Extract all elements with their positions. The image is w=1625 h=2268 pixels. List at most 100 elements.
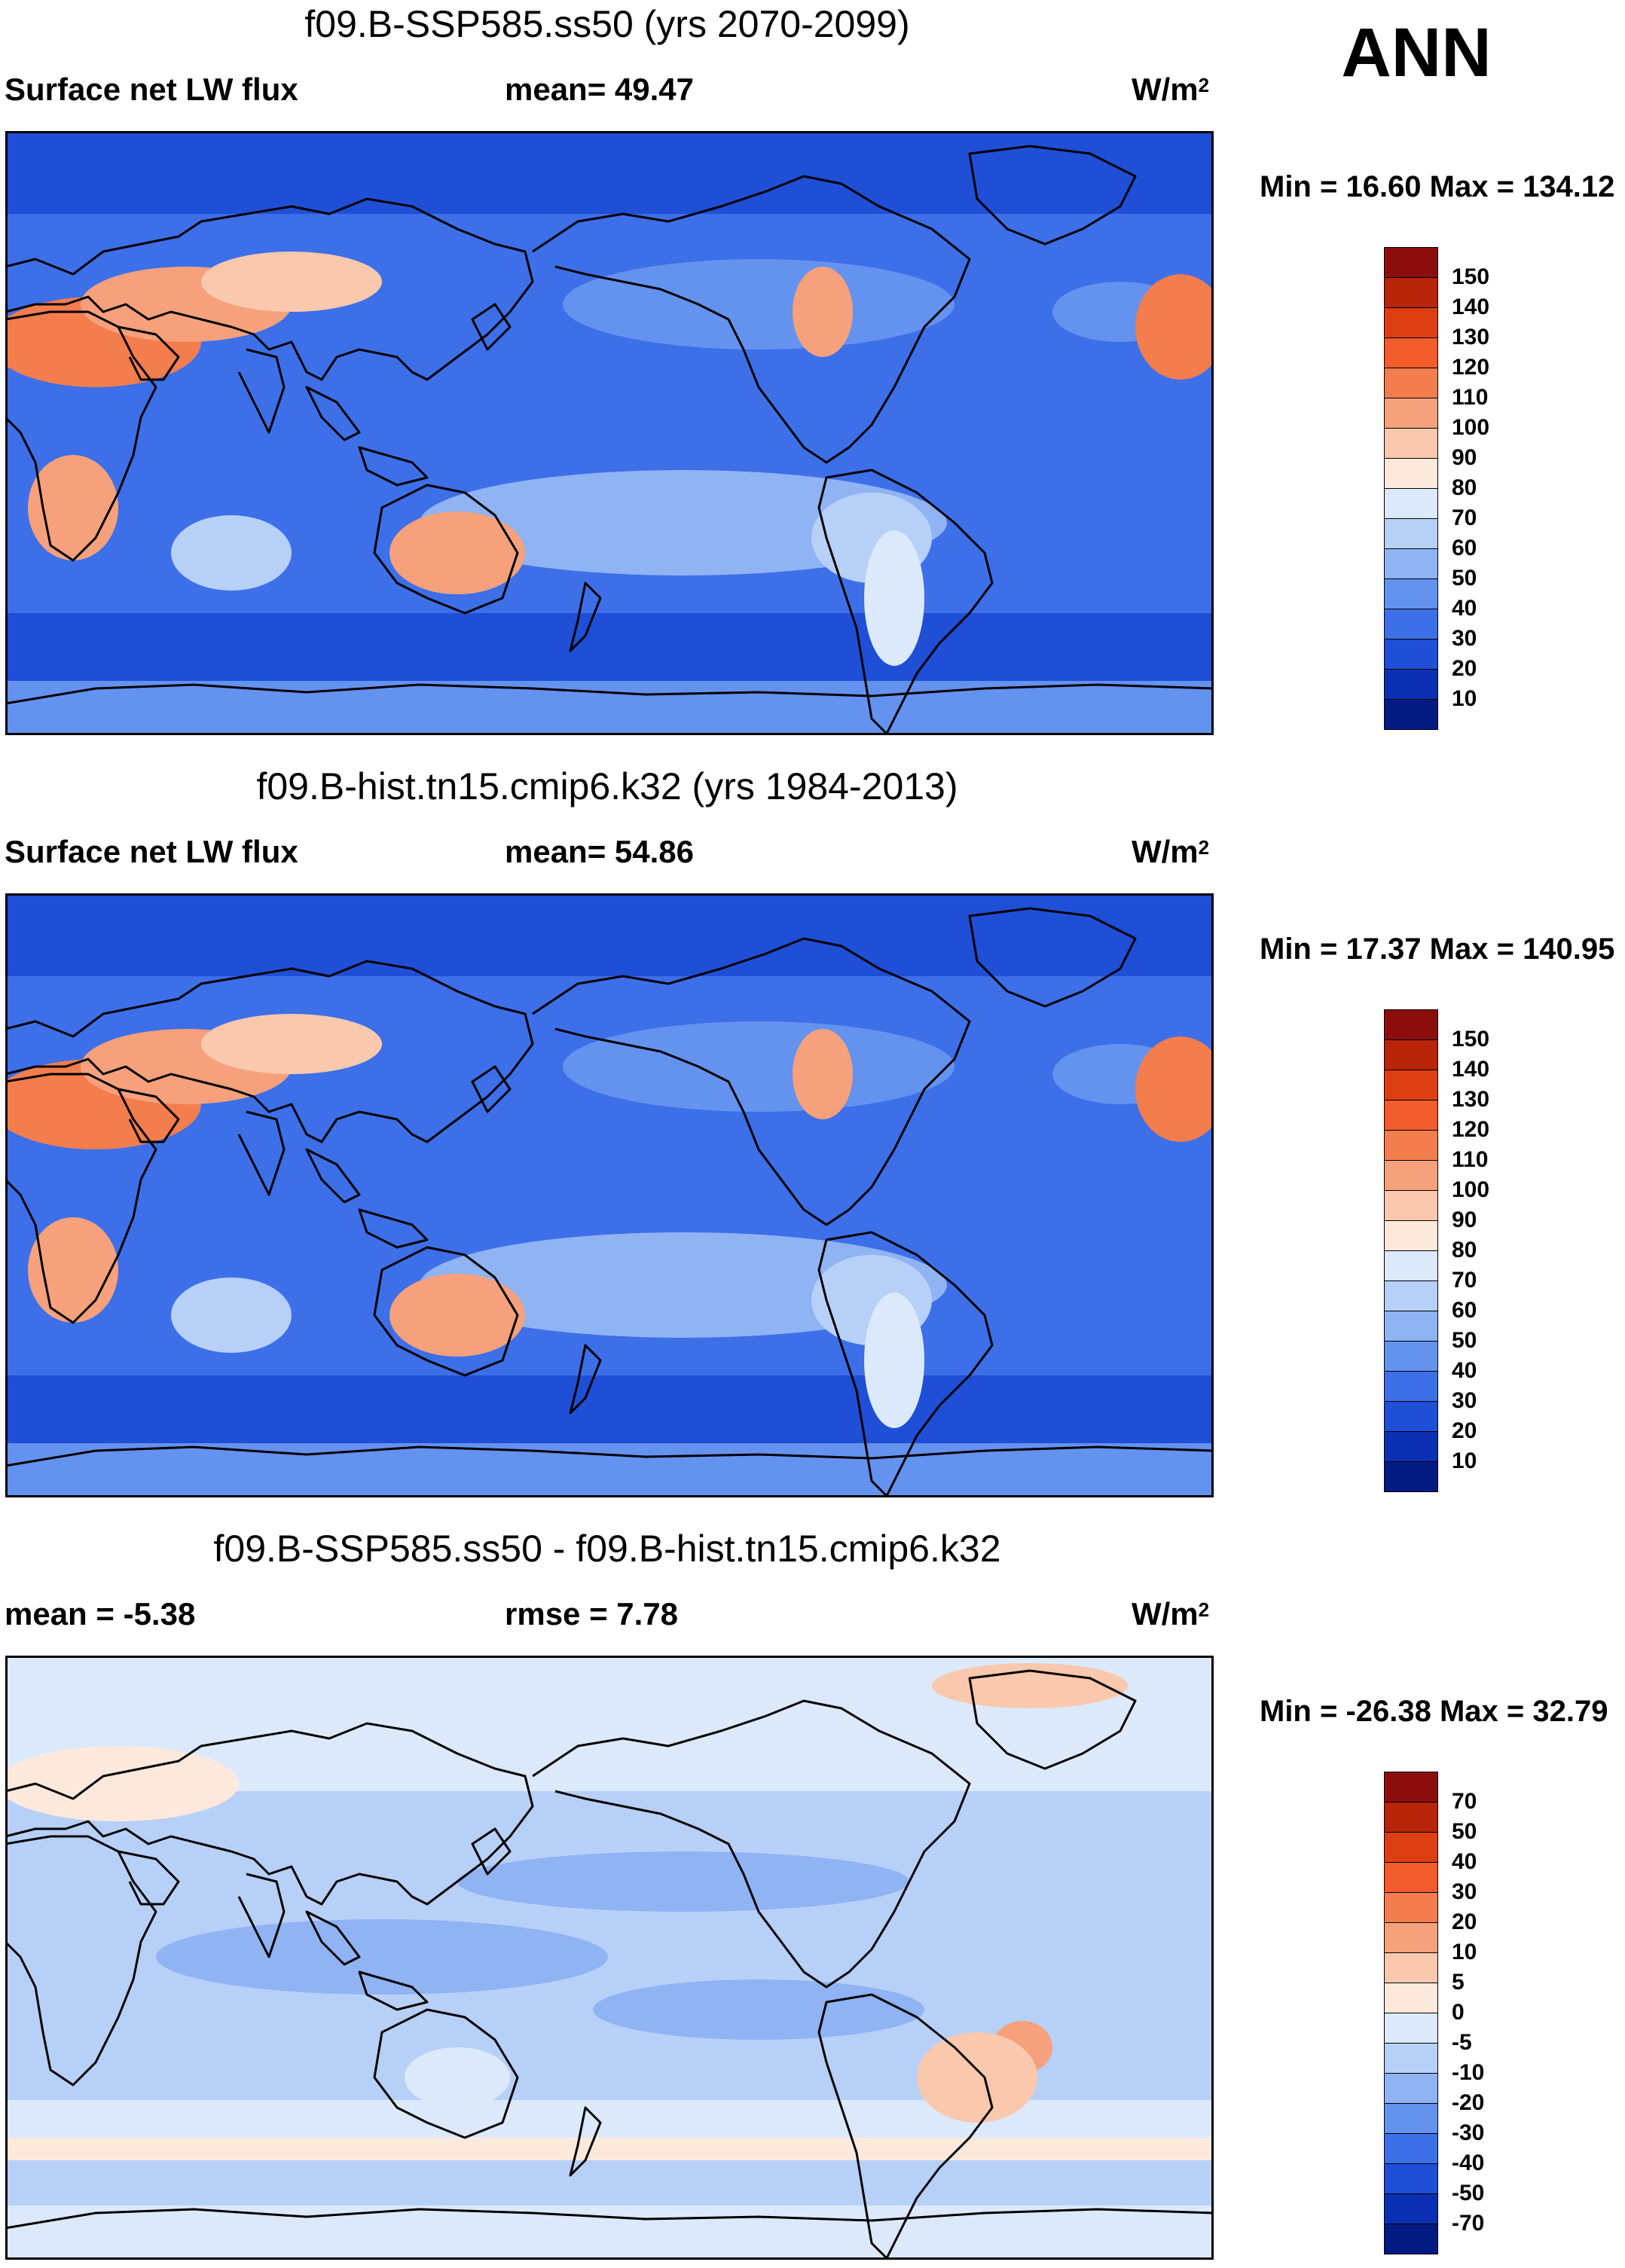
panel-3-minmax: Min = -26.38 Max = 32.79 xyxy=(1260,1695,1608,1728)
colorbar-swatch xyxy=(1384,2163,1438,2194)
colorbar-label: 90 xyxy=(1452,445,1477,470)
colorbar-label: 100 xyxy=(1452,1177,1490,1202)
southern-ocean-band xyxy=(5,613,1214,681)
andes-pale xyxy=(864,530,924,666)
colorbar-label: -40 xyxy=(1452,2150,1485,2175)
panel-3-map xyxy=(5,1656,1214,2260)
mongolia-warm xyxy=(201,252,382,312)
coastline xyxy=(305,386,361,441)
subtropic-cell-2 xyxy=(171,515,292,591)
panel-3-units: W/m2 xyxy=(1132,1596,1210,1632)
subtropic-cell-2 xyxy=(171,1277,292,1353)
colorbar-label: 100 xyxy=(1452,415,1490,440)
indian-ocean-band xyxy=(156,1919,608,1995)
colorbar-swatch xyxy=(1384,1772,1438,1802)
colorbar-label: -10 xyxy=(1452,2060,1485,2085)
colorbar-swatch xyxy=(1384,1952,1438,1983)
colorbar-label: 110 xyxy=(1452,385,1489,410)
coastline xyxy=(569,581,602,652)
colorbar-swatch xyxy=(1384,1832,1438,1863)
colorbar-label: 20 xyxy=(1452,1418,1477,1443)
colorbar-swatch xyxy=(1384,1130,1438,1161)
map-frame xyxy=(5,1656,1214,2260)
colorbar-swatch xyxy=(1384,1461,1438,1492)
panel-1-map xyxy=(5,131,1214,735)
coastline xyxy=(817,1993,994,2260)
southern-africa-warm xyxy=(28,455,118,560)
colorbar-swatch xyxy=(1384,488,1438,519)
coastline xyxy=(5,310,157,562)
colorbar-label: 80 xyxy=(1452,475,1477,500)
australia-pale xyxy=(405,2047,510,2108)
colorbar-swatch xyxy=(1384,2043,1438,2074)
colorbar-swatch xyxy=(1384,1100,1438,1131)
colorbar-label: 20 xyxy=(1452,656,1477,681)
coastline xyxy=(118,325,180,381)
coastline xyxy=(373,2008,519,2139)
coastline xyxy=(569,2106,602,2177)
colorbar-label: 50 xyxy=(1452,1328,1477,1353)
antarctic-band xyxy=(5,1443,1214,1497)
coastline xyxy=(237,1873,286,1958)
colorbar-label: 30 xyxy=(1452,1879,1477,1904)
colorbar-label: 40 xyxy=(1452,1358,1477,1383)
coastline xyxy=(5,1445,1214,1467)
panel-1-minmax: Min = 16.60 Max = 134.12 xyxy=(1260,170,1615,203)
colorbar-swatch xyxy=(1384,518,1438,549)
colorbar-swatch xyxy=(1384,1311,1438,1342)
colorbar-label: 0 xyxy=(1452,2000,1465,2025)
colorbar-swatch xyxy=(1384,307,1438,338)
arctic-band xyxy=(5,893,1214,976)
colorbar-label: 80 xyxy=(1452,1238,1477,1262)
colorbar-label: 30 xyxy=(1452,1388,1477,1413)
colorbar-swatch xyxy=(1384,639,1438,670)
colorbar-swatch xyxy=(1384,609,1438,639)
coastline xyxy=(237,348,286,434)
colorbar-label: 90 xyxy=(1452,1207,1477,1232)
southern-africa-warm xyxy=(28,1217,118,1323)
panel-2-variable-label: Surface net LW flux xyxy=(5,834,298,869)
australia-warm xyxy=(389,1274,525,1357)
panel-1-title: f09.B-SSP585.ss50 (yrs 2070-2099) xyxy=(304,3,910,45)
south-pacific-band xyxy=(593,1980,924,2040)
colorbar-swatch xyxy=(1384,458,1438,489)
coastline xyxy=(237,1110,286,1196)
colorbar-swatch xyxy=(1384,337,1438,368)
colorbar-swatch xyxy=(1384,1281,1438,1311)
season-label: ANN xyxy=(1341,14,1492,91)
panel-3-colorbar: 70 50 40 30 20 10 5 0 -5 -10 -20 -30 -40 -50 -70 xyxy=(1384,1772,1484,2254)
coastline xyxy=(968,907,1137,1008)
colorbar-label: 60 xyxy=(1452,1298,1477,1323)
west-africa-edge-warm xyxy=(1135,274,1214,380)
colorbar-swatch xyxy=(1384,428,1438,459)
coastline xyxy=(373,484,519,615)
arctic-band xyxy=(5,131,1214,214)
colorbar-label: 40 xyxy=(1452,1849,1477,1874)
colorbar-label: 120 xyxy=(1452,1117,1490,1142)
colorbar-label: -50 xyxy=(1452,2181,1485,2205)
sw-north-america-warm xyxy=(793,1029,853,1119)
colorbar-swatch xyxy=(1384,1190,1438,1221)
coastline xyxy=(358,1970,429,2011)
colorbar-swatch xyxy=(1384,1802,1438,1833)
colorbar-swatch xyxy=(1384,578,1438,609)
colorbar-swatch xyxy=(1384,2133,1438,2164)
colorbar-swatch xyxy=(1384,1371,1438,1402)
mongolia-warm xyxy=(201,1014,382,1074)
coastline xyxy=(5,2208,1214,2230)
southern-ocean-band xyxy=(5,1375,1214,1443)
colorbar-label: -5 xyxy=(1452,2030,1472,2055)
colorbar-swatch xyxy=(1384,1983,1438,2013)
colorbar-swatch xyxy=(1384,1160,1438,1191)
colorbar-swatch xyxy=(1384,2103,1438,2134)
panel-1-variable-label: Surface net LW flux xyxy=(5,72,298,107)
colorbar-swatch xyxy=(1384,669,1438,700)
west-africa-edge-warm xyxy=(1135,1036,1214,1142)
andes-pale xyxy=(864,1293,924,1428)
amazon-peach xyxy=(917,2032,1037,2123)
colorbar-label: 150 xyxy=(1452,1027,1490,1052)
colorbar-swatch xyxy=(1384,2073,1438,2104)
colorbar-label: -70 xyxy=(1452,2211,1485,2236)
colorbar-swatch xyxy=(1384,1039,1438,1070)
panel-2-minmax: Min = 17.37 Max = 140.95 xyxy=(1260,933,1615,966)
